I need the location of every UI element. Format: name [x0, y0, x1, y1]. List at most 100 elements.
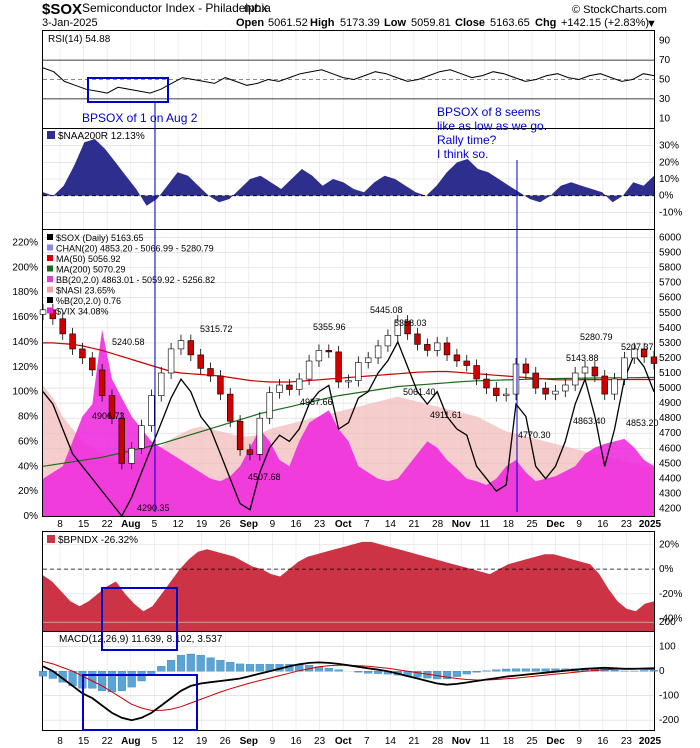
high-value: 5173.39 [340, 17, 380, 29]
price-tick-label: 5800 [659, 263, 682, 274]
pct-tick-label: 180% [12, 287, 38, 298]
macd-histogram-bar [354, 671, 363, 673]
price-label: 4507.68 [248, 472, 281, 482]
candle-down [325, 350, 332, 353]
macd-histogram-bar [98, 671, 107, 691]
candle-down [246, 449, 254, 455]
candle-up [158, 372, 165, 396]
x-axis-label: 22 [102, 736, 114, 747]
x-axis-label: 21 [408, 736, 420, 747]
price-tick-label: 5500 [659, 308, 682, 319]
x-axis-label: 26 [220, 519, 232, 530]
macd-histogram-bar [255, 664, 264, 672]
candle-down [207, 368, 214, 377]
price-tick-label: 5600 [659, 293, 682, 304]
macd-panel-frame [42, 631, 655, 731]
x-axis-label: Aug [121, 736, 140, 747]
price-tick-label: 5200 [659, 353, 682, 364]
x-axis-label: Sep [240, 736, 258, 747]
price-label: 4770.30 [518, 430, 551, 440]
rsi-tick-label: 10 [659, 113, 671, 124]
x-axis-label: 14 [385, 736, 397, 747]
naa-legend-swatch [47, 131, 55, 139]
macd-legend: MACD(12,26,9) 11.639, 8.102, 3.537 [59, 634, 223, 645]
x-axis-label: 19 [196, 736, 208, 747]
candle-up [502, 393, 510, 396]
candle-down [286, 384, 293, 390]
macd-histogram-bar [236, 663, 245, 672]
candle-down [473, 365, 480, 380]
price-label: 4853.20 [626, 418, 659, 428]
price-legend-swatch [47, 244, 53, 251]
x-axis-label: 26 [220, 736, 232, 747]
price-tick-label: 5000 [659, 383, 682, 394]
macd-histogram-bar [334, 669, 343, 672]
naa-tick-label: 30% [659, 141, 679, 152]
price-tick-label: 4600 [659, 443, 682, 454]
macd-histogram-bar [147, 671, 156, 674]
price-label: 5315.72 [200, 324, 233, 334]
macd-line [42, 661, 655, 722]
x-axis-label: 25 [526, 736, 538, 747]
price-label: 4911.61 [430, 410, 462, 420]
x-axis-label: Dec [546, 519, 565, 530]
macd-histogram-bar [374, 671, 383, 674]
price-tick-label: 4500 [659, 458, 682, 469]
naa-tick-label: -10% [659, 207, 682, 218]
candle-up [512, 363, 520, 395]
candle-up [315, 350, 323, 362]
x-axis-label: 8 [57, 519, 63, 530]
x-axis-label: 16 [597, 736, 609, 747]
macd-histogram-bar [245, 664, 255, 672]
candle-up [562, 384, 569, 392]
price-label: 5207.37 [621, 342, 654, 352]
ohlc-summary: Open 5061.52 High 5173.39 Low 5059.81 Cl… [236, 17, 657, 30]
bpndx-tick-label: 0% [659, 564, 674, 575]
candle-down [197, 354, 204, 369]
x-axis-labels: 8 8 15 15 22 22 Aug Aug 5 5 12 12 19 19 26 26 Sep Sep 9 9 16… [57, 519, 661, 747]
candle-down [591, 366, 599, 377]
candle-down [542, 387, 549, 395]
pct-tick-label: 220% [12, 237, 38, 248]
rsi-panel: 90 70 50 30 10 [42, 31, 671, 128]
x-axis-label: 16 [290, 736, 302, 747]
rsi-annotation-box [87, 77, 169, 103]
candle-up [621, 357, 628, 380]
low-value: 5059.81 [411, 17, 451, 29]
candle-up [571, 372, 579, 386]
x-axis-label: 7 [364, 736, 370, 747]
price-tick-label: 5400 [659, 323, 682, 334]
candle-up [305, 360, 313, 380]
candle-down [483, 378, 490, 389]
price-label: 5280.79 [580, 332, 613, 342]
right-annotation: BPSOX of 8 seems like as low as we go. R… [437, 105, 547, 161]
watermark: © StockCharts.com [572, 4, 667, 16]
macd-histogram-bar [472, 671, 481, 673]
naa-legend: $NAA200R 12.13% [58, 131, 145, 142]
macd-histogram-bar [88, 671, 97, 689]
candle-down [187, 340, 194, 356]
naa200r-panel: 30% 20% 10% 0% -10% [43, 129, 682, 229]
right-annotation-line-1: BPSOX of 8 seems [437, 105, 540, 119]
x-axis-label: Oct [335, 519, 352, 530]
pctb-line [42, 340, 655, 518]
macd-annotation-box [82, 674, 198, 731]
macd-histogram-bar [226, 661, 235, 672]
candle-down [650, 356, 658, 364]
candle-up [148, 395, 155, 427]
macd-histogram-bar [521, 668, 530, 672]
price-label: 4290.35 [137, 503, 170, 513]
price-label: 4987.66 [300, 397, 333, 407]
bpndx-annotation-box [101, 587, 178, 651]
x-axis-label: 5 [152, 519, 158, 530]
candle-up [266, 392, 273, 419]
price-tick-label: 5900 [659, 248, 682, 259]
x-axis-label: Dec [546, 736, 565, 747]
candle-down [463, 360, 470, 366]
price-legend-entry: $VIX 34.08% [56, 307, 109, 317]
macd-tick-label: 100 [659, 642, 676, 653]
macd-tick-label: 200 [659, 617, 676, 628]
candle-down [227, 393, 234, 422]
